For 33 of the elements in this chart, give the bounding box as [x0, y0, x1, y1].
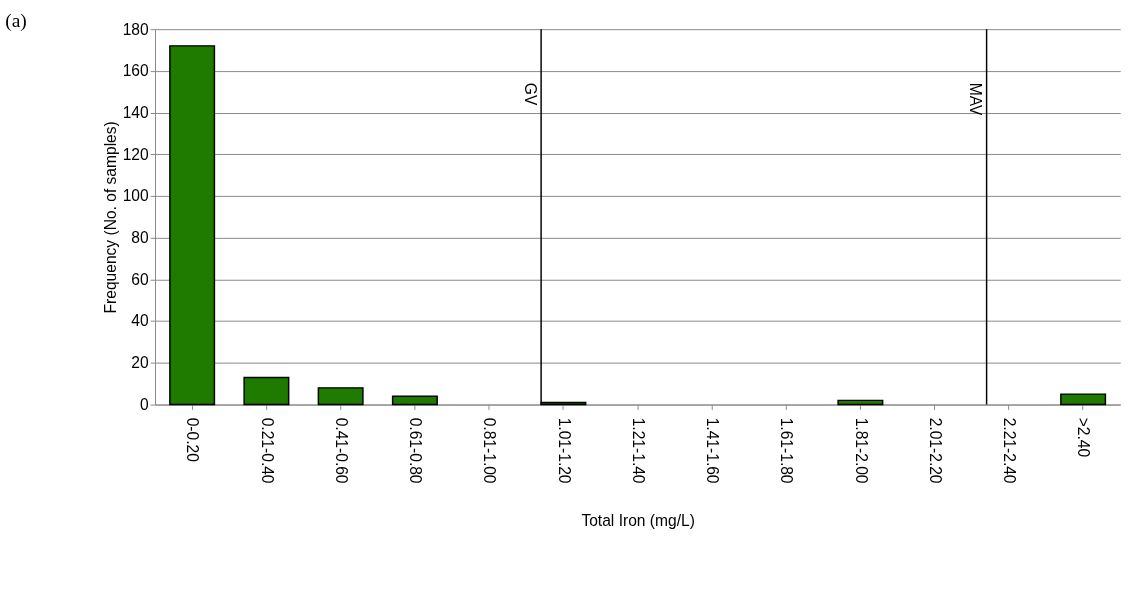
x-tick-label: 0.81-1.00 [481, 417, 499, 484]
x-tick-label: 0-0.20 [184, 417, 202, 463]
x-axis-title: Total Iron (mg/L) [581, 511, 695, 529]
y-tick-label: 160 [122, 62, 150, 80]
x-tick-label: 0.21-0.40 [258, 417, 276, 484]
bar [1060, 393, 1107, 406]
x-tick-label: 1.61-1.80 [778, 417, 796, 484]
y-axis-title: Frequency (No. of samples) [101, 121, 119, 314]
bar [243, 376, 290, 406]
bar [169, 45, 216, 406]
y-tick-label: 20 [131, 354, 150, 372]
x-tick-label: 1.81-2.00 [852, 417, 870, 484]
ref-line-label: MAV [967, 82, 985, 117]
y-tick-label: 60 [131, 270, 150, 288]
x-tick-label: 2.21-2.40 [1001, 417, 1018, 484]
y-tick-label: 80 [131, 229, 150, 247]
x-tick-label: 1.21-1.40 [629, 417, 647, 484]
x-tick-label: 1.41-1.60 [704, 417, 722, 484]
y-tick-label: 100 [122, 187, 150, 205]
bar [317, 387, 364, 406]
y-tick-label: 180 [122, 20, 150, 38]
x-tick-label: >2.40 [1075, 417, 1093, 458]
x-tick-label: 1.01-1.20 [555, 417, 573, 484]
y-tick-label: 140 [122, 103, 150, 121]
ref-line-label: GV [521, 82, 539, 106]
x-tick-label: 0.41-0.60 [332, 417, 350, 484]
y-tick-label: 0 [140, 395, 150, 413]
y-tick-label: 40 [131, 312, 150, 330]
x-tick-label: 2.01-2.20 [926, 417, 944, 484]
y-tick-label: 120 [122, 145, 150, 163]
x-tick-label: 0.61-0.80 [407, 417, 425, 484]
bar [391, 395, 438, 406]
chart-title: (a) [5, 10, 27, 33]
